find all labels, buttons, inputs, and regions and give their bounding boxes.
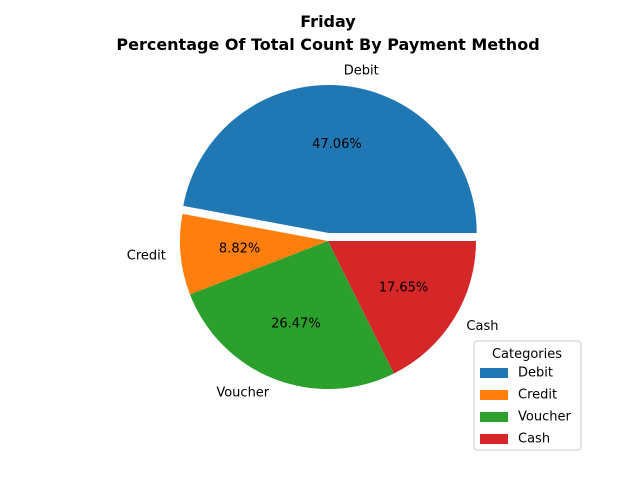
legend-swatch-credit xyxy=(480,390,508,400)
chart-title: Friday xyxy=(300,12,356,31)
legend-swatch-debit xyxy=(480,368,508,378)
legend-label-credit: Credit xyxy=(518,388,557,403)
pie-slice-voucher xyxy=(189,241,394,390)
pct-label-cash: 17.65% xyxy=(379,280,429,295)
legend-swatch-voucher xyxy=(480,412,508,422)
legend-title: Categories xyxy=(492,347,562,362)
slice-label-credit: Credit xyxy=(127,249,166,264)
legend-label-debit: Debit xyxy=(518,366,553,381)
legend: Categories Debit Credit Voucher Cash xyxy=(473,340,582,451)
pie-slice-credit xyxy=(179,213,328,295)
slice-label-voucher: Voucher xyxy=(216,385,269,400)
pct-label-voucher: 26.47% xyxy=(271,316,321,331)
slice-label-cash: Cash xyxy=(466,319,498,334)
pie-slice-cash xyxy=(328,241,476,374)
slice-label-debit: Debit xyxy=(344,63,379,78)
pie-slices xyxy=(179,85,477,390)
chart-subtitle: Percentage Of Total Count By Payment Met… xyxy=(116,35,539,54)
legend-label-voucher: Voucher xyxy=(518,410,571,425)
legend-items: Debit Credit Voucher Cash xyxy=(480,366,571,447)
pie-slice-debit xyxy=(183,85,477,234)
legend-label-cash: Cash xyxy=(518,432,550,447)
pct-label-debit: 47.06% xyxy=(312,137,362,152)
legend-swatch-cash xyxy=(480,434,508,444)
pct-label-credit: 8.82% xyxy=(219,242,260,257)
pie-labels: Debit 47.06% Credit 8.82% Voucher 26.47% Cash 1… xyxy=(127,63,499,400)
